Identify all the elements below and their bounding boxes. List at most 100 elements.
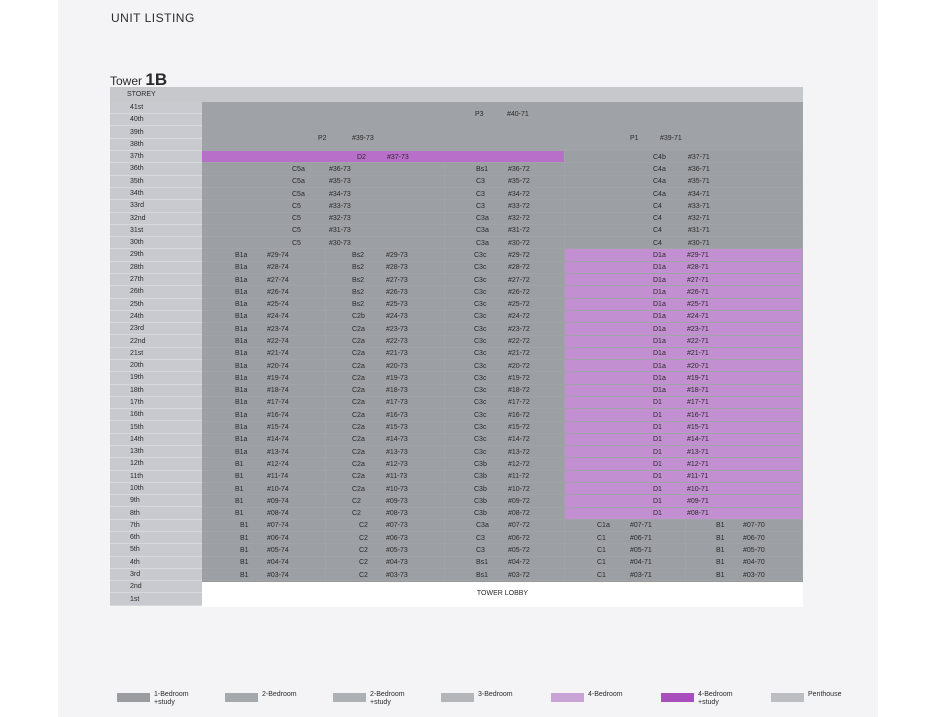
unit-type: C2 (359, 534, 368, 542)
unit-type: C2a (352, 325, 365, 333)
unit-cell: C2 #08-73 (326, 507, 445, 520)
unit-number: #09-71 (687, 497, 709, 505)
unit-type: P1 (630, 135, 639, 143)
unit-cell: C4 #32-71 (565, 212, 803, 225)
unit-type: B1a (235, 424, 248, 432)
unit-type: C5a (292, 190, 305, 198)
unit-type: C2a (352, 374, 365, 382)
unit-number: #27-73 (386, 276, 408, 284)
unit-type: Bs2 (352, 276, 365, 284)
unit-cell: C3 #33-72 (445, 200, 565, 213)
unit-number: #26-74 (267, 288, 289, 296)
unit-type: B1a (235, 276, 248, 284)
storey-label: 3rd (110, 569, 202, 582)
unit-number: #18-73 (386, 387, 408, 395)
unit-number: #15-74 (267, 424, 289, 432)
unit-number: #32-73 (329, 215, 351, 223)
storey-label: 37th (110, 151, 202, 164)
unit-cell: C3a #31-72 (445, 224, 565, 238)
unit-type: Bs1 (476, 571, 489, 579)
unit-type: C3c (474, 288, 487, 296)
unit-type: B1 (235, 497, 244, 505)
unit-cell: D1a #18-71 (565, 384, 803, 397)
unit-number: #32-72 (508, 215, 530, 223)
unit-type: B1 (240, 571, 249, 579)
unit-type: D1a (653, 264, 666, 272)
unit-cell: C3c #26-72 (445, 286, 565, 299)
unit-number: #08-71 (687, 510, 709, 518)
unit-type: D1a (653, 387, 666, 395)
unit-cell: C3c #28-72 (445, 261, 565, 275)
unit-cell: C2a #20-73 (326, 360, 445, 373)
unit-type: C1a (597, 522, 610, 530)
storey-label: 25th (110, 299, 202, 311)
unit-number: #06-70 (743, 534, 765, 542)
unit-number: #29-73 (386, 252, 408, 259)
storey-label: 40th (110, 114, 202, 127)
unit-type: D1 (653, 485, 662, 493)
unit-number: #19-71 (687, 374, 709, 382)
unit-cell: B1a #24-74 (202, 310, 326, 324)
unit-cell: C3a #30-72 (445, 237, 565, 250)
storey-label: 2nd (110, 581, 202, 594)
unit-type: C4a (653, 178, 666, 186)
unit-type: C1 (597, 534, 606, 542)
unit-number: #20-72 (508, 362, 530, 370)
unit-type: C3 (476, 534, 485, 542)
unit-cell: B1 #12-74 (202, 458, 326, 471)
unit-number: #27-72 (508, 276, 530, 284)
unit-number: #18-71 (687, 387, 709, 395)
unit-cell: B1 #03-74 (202, 569, 326, 582)
unit-type: D1a (653, 288, 666, 296)
unit-type: C3a (476, 227, 489, 235)
storey-label: 26th (110, 286, 202, 299)
unit-cell: C2a #22-73 (326, 335, 445, 348)
unit-type: D1 (653, 424, 662, 432)
unit-number: #10-73 (386, 485, 408, 493)
unit-cell: B1 #04-70 (686, 556, 803, 569)
unit-number: #07-71 (630, 522, 652, 530)
unit-number: #08-74 (267, 510, 289, 518)
unit-number: #25-71 (687, 301, 709, 309)
storey-label: 31st (110, 225, 202, 238)
unit-number: #03-71 (630, 571, 652, 579)
unit-number: #37-73 (387, 153, 409, 161)
legend-label: 1-Bedroom +study (154, 691, 189, 706)
unit-number: #08-73 (386, 510, 408, 518)
penthouse-p1: P1 #39-71 (502, 126, 803, 152)
unit-type: C2b (352, 313, 365, 321)
unit-cell: B1a #14-74 (202, 433, 326, 447)
unit-type: C3c (474, 436, 487, 444)
unit-number: #13-71 (687, 448, 709, 456)
unit-cell: C2a #10-73 (326, 482, 445, 496)
unit-number: #03-70 (743, 571, 765, 579)
storey-header: STOREY (110, 87, 803, 102)
unit-type: C3c (474, 424, 487, 432)
unit-cell: B1a #20-74 (202, 360, 326, 373)
unit-number: #12-71 (687, 460, 709, 468)
unit-type: Bs2 (352, 288, 365, 296)
unit-cell: C3b #12-72 (445, 458, 565, 471)
unit-number: #11-71 (687, 473, 709, 481)
unit-type: B1a (235, 436, 248, 444)
unit-cell: C3c #13-72 (445, 446, 565, 459)
unit-cell: C2 #07-73 (326, 519, 445, 533)
unit-number: #37-71 (688, 153, 710, 161)
unit-cell: C2 #09-73 (326, 495, 445, 508)
legend-label: 2-Bedroom (262, 691, 297, 698)
unit-number: #21-74 (267, 350, 289, 358)
unit-cell: C3b #09-72 (445, 495, 565, 508)
storey-label: 32nd (110, 213, 202, 225)
unit-cell: D1a #29-71 (565, 249, 803, 262)
unit-type: C3 (476, 178, 485, 186)
unit-number: #06-71 (630, 534, 652, 542)
tower-label-prefix: Tower (110, 74, 143, 88)
unit-type: C2 (352, 497, 361, 505)
unit-type: C2 (352, 510, 361, 518)
unit-number: #29-74 (267, 252, 289, 259)
unit-cell: C3c #27-72 (445, 274, 565, 287)
unit-number: #14-73 (386, 436, 408, 444)
storey-label: 12th (110, 458, 202, 471)
unit-type: C3a (476, 522, 489, 530)
unit-number: #35-71 (688, 178, 710, 186)
